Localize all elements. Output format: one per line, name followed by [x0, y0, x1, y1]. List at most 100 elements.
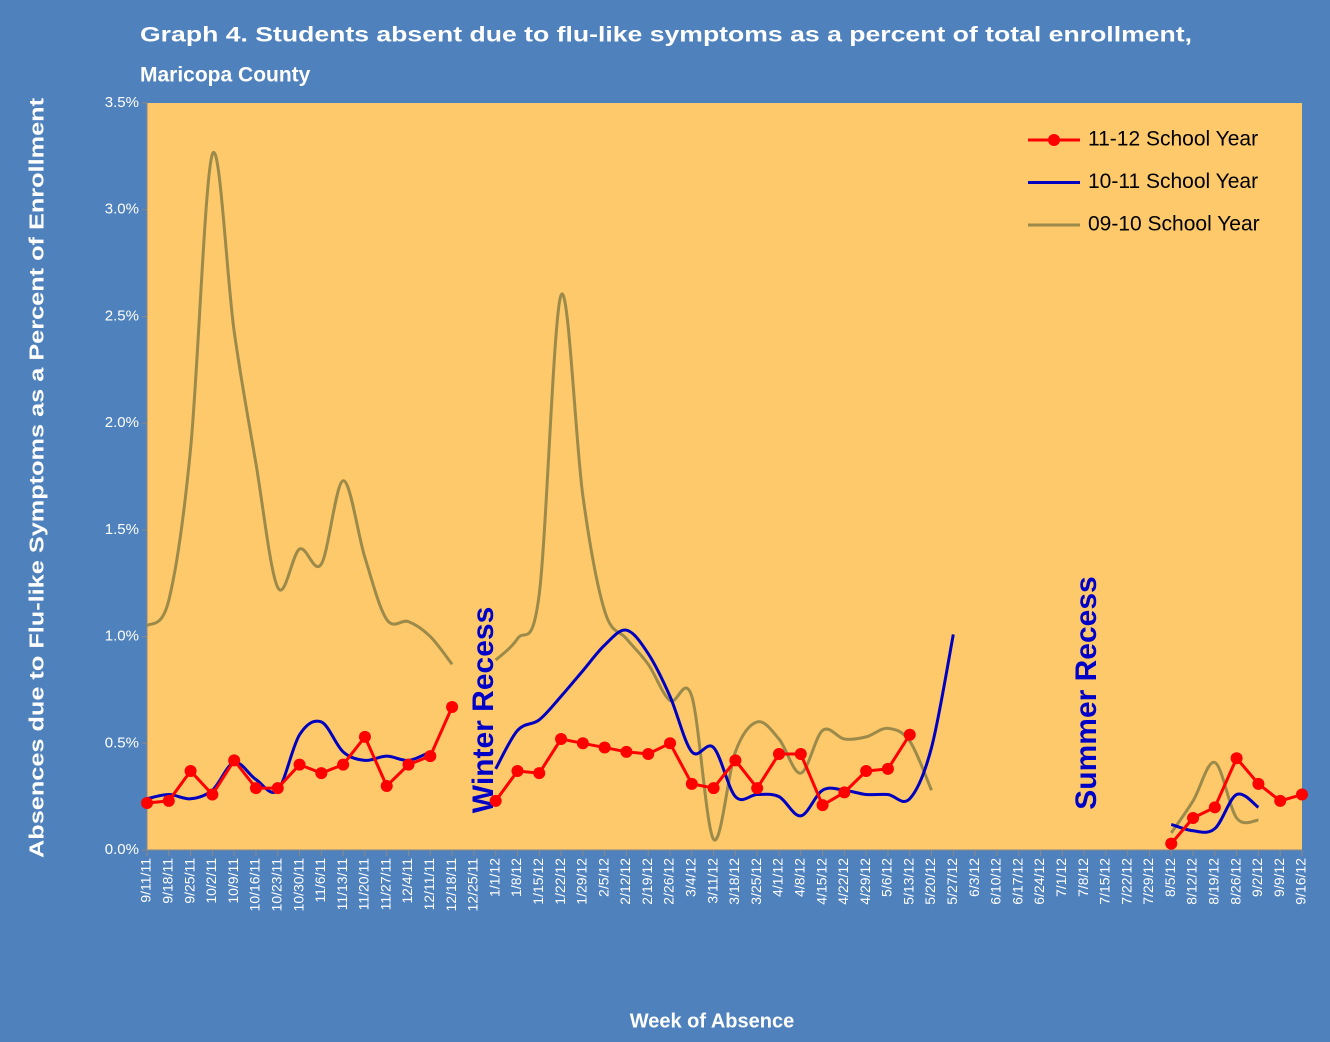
x-tick-label: 2/5/12: [595, 858, 611, 897]
x-tick-label: 11/6/11: [312, 858, 328, 903]
line: [146, 628, 1260, 834]
x-tick-label: 5/13/12: [900, 858, 916, 905]
marker: [1187, 811, 1200, 824]
marker: [1296, 788, 1308, 801]
x-tick-label: 12/4/11: [399, 858, 415, 904]
x-tick-label: 9/9/12: [1271, 858, 1287, 897]
marker: [685, 777, 698, 790]
marker: [729, 754, 742, 767]
x-tick-label: 3/18/12: [726, 858, 742, 905]
marker: [1208, 801, 1221, 814]
marker: [664, 737, 677, 750]
x-tick-label: 10/23/11: [268, 858, 284, 912]
x-tick-label: 3/4/12: [683, 858, 699, 897]
marker: [1274, 794, 1287, 807]
x-tick-label: 4/29/12: [857, 858, 873, 905]
x-tick-label: 1/8/12: [508, 858, 524, 897]
marker: [402, 758, 415, 771]
marker: [337, 758, 350, 771]
marker: [162, 794, 175, 807]
marker: [816, 799, 829, 812]
y-tick-label: 1.0%: [105, 628, 139, 645]
x-tick-label: 6/17/12: [1009, 858, 1025, 905]
marker: [380, 779, 393, 792]
x-tick-label: 12/18/11: [443, 858, 459, 912]
x-tick-label: 6/3/12: [966, 858, 982, 897]
marker: [293, 758, 306, 771]
x-tick-label: 12/11/11: [421, 858, 437, 911]
marker: [903, 728, 916, 741]
x-tick-label: 1/1/12: [486, 858, 502, 897]
marker: [642, 747, 655, 760]
legend-label: 10-11 School Year: [1088, 170, 1258, 193]
marker: [424, 750, 437, 763]
marker: [838, 786, 851, 799]
x-tick-label: 9/18/11: [159, 858, 175, 904]
y-tick-label: 3.0%: [105, 201, 139, 218]
x-tick-label: 3/25/12: [748, 858, 764, 905]
marker: [184, 765, 197, 778]
x-axis-title: Week of Absence: [630, 1010, 795, 1032]
x-tick-label: 12/25/11: [465, 858, 481, 912]
marker: [794, 747, 807, 760]
marker: [511, 765, 524, 778]
marker: [1165, 837, 1178, 850]
x-tick-label: 4/8/12: [791, 858, 807, 897]
marker: [533, 767, 546, 780]
x-tick-label: 8/26/12: [1227, 858, 1243, 905]
marker: [598, 741, 611, 754]
y-axis-title: Absences due to Flu-like Symptoms as a P…: [26, 98, 48, 858]
x-tick-label: 11/27/11: [377, 858, 393, 911]
x-tick-label: 1/15/12: [530, 858, 546, 905]
marker: [249, 782, 262, 795]
legend-label: 11-12 School Year: [1088, 128, 1258, 151]
x-tick-label: 2/12/12: [617, 858, 633, 905]
x-tick-label: 8/5/12: [1162, 858, 1178, 897]
x-tick-label: 9/2/12: [1249, 858, 1265, 897]
x-tick-label: 10/9/11: [225, 858, 241, 904]
x-tick-label: 7/29/12: [1140, 858, 1156, 905]
x-tick-label: 11/20/11: [356, 858, 372, 911]
y-tick-label: 1.5%: [105, 521, 139, 538]
x-tick-label: 2/26/12: [661, 858, 677, 905]
legend-marker: [1048, 134, 1060, 146]
x-tick-label: 1/29/12: [574, 858, 590, 905]
x-tick-label: 1/22/12: [552, 858, 568, 905]
y-tick-label: 2.0%: [105, 414, 139, 431]
y-tick-label: 0.5%: [105, 734, 139, 751]
marker: [141, 797, 153, 810]
marker: [707, 782, 720, 795]
y-tick-label: 3.5%: [105, 94, 139, 111]
marker: [315, 767, 328, 780]
x-tick-label: 11/13/11: [334, 858, 350, 911]
x-tick-label: 5/27/12: [944, 858, 960, 905]
marker: [446, 701, 459, 714]
line: [145, 150, 1259, 842]
x-tick-label: 9/16/12: [1293, 858, 1309, 905]
x-tick-label: 4/1/12: [770, 858, 786, 897]
marker: [1252, 777, 1265, 790]
marker: [751, 782, 764, 795]
marker: [206, 788, 219, 801]
x-tick-label: 10/2/11: [203, 858, 219, 904]
x-tick-label: 4/22/12: [835, 858, 851, 905]
x-tick-label: 6/10/12: [988, 858, 1004, 905]
x-tick-label: 10/16/11: [247, 858, 263, 912]
annotation: Winter Recess: [467, 607, 500, 813]
marker: [228, 754, 241, 767]
plot-area: [147, 103, 1302, 850]
x-tick-label: 10/30/11: [290, 858, 306, 912]
marker: [489, 794, 502, 807]
x-tick-label: 9/25/11: [181, 858, 197, 904]
x-tick-label: 5/20/12: [922, 858, 938, 905]
legend-label: 09-10 School Year: [1088, 213, 1260, 236]
x-tick-label: 3/11/12: [704, 858, 720, 904]
y-tick-label: 0.0%: [105, 841, 139, 858]
x-tick-label: 2/19/12: [639, 858, 655, 905]
x-tick-label: 5/6/12: [879, 858, 895, 897]
x-tick-label: 6/24/12: [1031, 858, 1047, 905]
y-tick-label: 2.5%: [105, 307, 139, 324]
marker: [555, 733, 568, 746]
x-tick-label: 9/11/11: [138, 858, 154, 903]
